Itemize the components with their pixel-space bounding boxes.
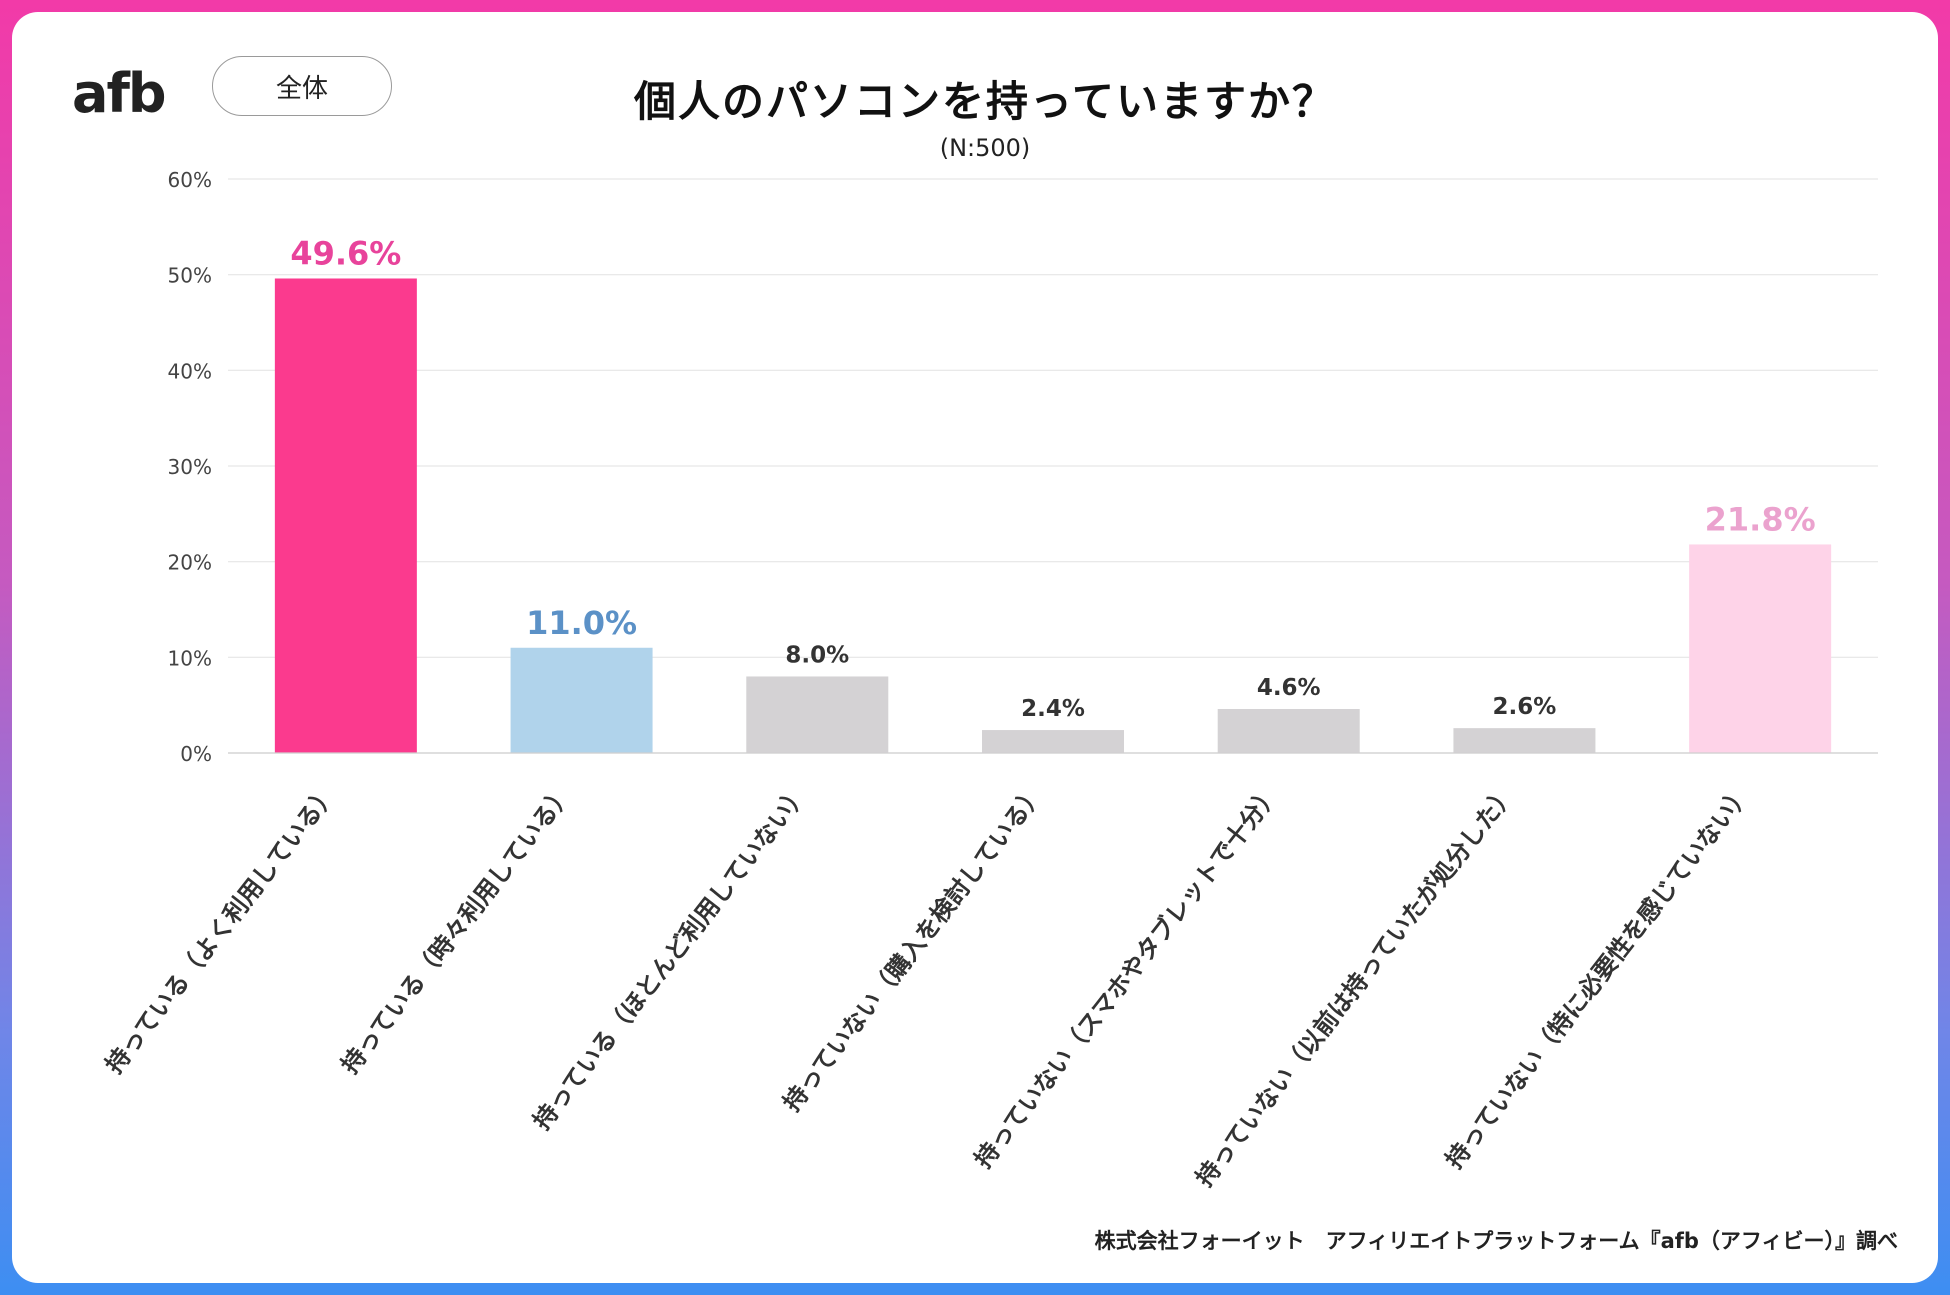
bar [746,676,889,753]
bar [1453,728,1596,753]
y-tick-label: 0% [180,742,212,766]
x-tick-label: 持っていない（購入を検討している） [778,779,1050,1116]
data-label: 11.0% [526,604,637,642]
scope-label: 全体 [275,73,328,104]
y-tick-label: 30% [168,455,212,479]
y-tick-label: 60% [168,168,212,192]
data-label: 2.4% [1021,696,1085,722]
bar [510,647,653,753]
bar-chart: 0% 10% 20% 30% 40% 50% 60% 49.6% 持っている（よく利用している）… [100,168,1878,1192]
x-tick-label: 持っている（ほとんど利用していない） [528,779,814,1135]
data-label: 49.6% [290,234,401,272]
bar [274,278,417,753]
x-tick-label: 持っている（時々利用している） [336,779,579,1078]
bar [1689,544,1832,753]
svg-text:afb: afb [72,62,165,125]
scope-selector[interactable]: 全体 [212,56,392,116]
bar [982,730,1124,753]
data-label: 8.0% [785,642,849,668]
afb-logo: afb [72,62,167,125]
source-note: 株式会社フォーイット アフィリエイトプラットフォーム『afb（アフィビー）』調べ [1094,1229,1898,1253]
y-tick-label: 10% [168,646,212,670]
data-label: 2.6% [1493,694,1557,720]
bar [1217,708,1360,753]
chart-subtitle: (N:500) [939,134,1031,162]
x-tick-label: 持っている（よく利用している） [100,779,343,1078]
logo-text: afb [72,62,165,125]
y-tick-label: 20% [168,551,212,575]
y-tick-label: 50% [168,264,212,288]
chart-title: 個人のパソコンを持っていますか？ [634,77,1336,126]
chart-card: afb 全体 個人のパソコンを持っていますか？ (N:500) 0% 10% 20%… [12,12,1938,1283]
data-label: 4.6% [1257,675,1321,701]
y-tick-label: 40% [168,359,212,383]
data-label: 21.8% [1705,500,1816,538]
